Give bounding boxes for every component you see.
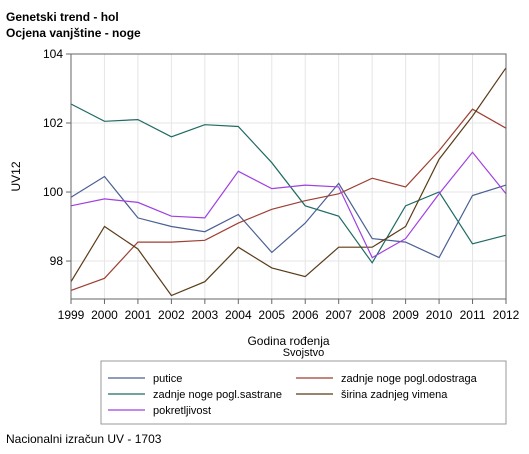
y-tick-label: 102	[43, 116, 63, 130]
legend-box	[100, 360, 507, 425]
x-tick-label: 2008	[359, 308, 386, 322]
series-line-5	[70, 151, 507, 259]
x-tick-label: 2001	[125, 308, 152, 322]
x-tick-label: 2010	[426, 308, 453, 322]
series-line-1	[70, 175, 507, 259]
x-tick-label: 2007	[325, 308, 352, 322]
gridlines	[70, 53, 507, 299]
legend-item: zadnje noge pogl.sastrane	[108, 389, 282, 401]
legend-label: širina zadnjeg vimena	[341, 389, 448, 401]
x-axis-label: Godina rođenja	[247, 334, 329, 348]
y-axis-label: UV12	[9, 161, 23, 191]
x-tick-label: 1999	[58, 308, 85, 322]
legend-item: pokretljivost	[108, 405, 211, 417]
plot-area-frame	[70, 53, 507, 300]
legend-label: pokretljivost	[153, 405, 211, 417]
x-tick-label: 2003	[191, 308, 218, 322]
series-line-4	[70, 67, 507, 297]
series-line-3	[70, 103, 507, 264]
footer-note: Nacionalni izračun UV - 1703	[6, 432, 162, 446]
legend-item: širina zadnjeg vimena	[296, 389, 448, 401]
x-tick-label: 2000	[91, 308, 118, 322]
y-axis-ticks: 98 100 102 104	[43, 47, 71, 268]
x-tick-label: 2004	[225, 308, 252, 322]
chart-title: Genetski trend - hol	[6, 10, 119, 24]
x-tick-label: 2012	[493, 308, 520, 322]
y-tick-label: 104	[43, 47, 63, 61]
legend-title: Svojstvo	[283, 347, 325, 359]
series-line-2	[70, 108, 507, 291]
legend: Svojstvo putice zadnje noge pogl.odostrag…	[100, 347, 507, 425]
chart-subtitle: Ocjena vanjštine - noge	[6, 26, 141, 40]
x-tick-label: 2009	[392, 308, 419, 322]
legend-label: zadnje noge pogl.odostraga	[341, 373, 478, 385]
legend-item: zadnje noge pogl.odostraga	[296, 373, 478, 385]
legend-item: putice	[108, 373, 182, 385]
y-tick-label: 98	[50, 254, 64, 268]
x-tick-label: 2002	[158, 308, 185, 322]
x-tick-label: 2005	[258, 308, 285, 322]
legend-label: zadnje noge pogl.sastrane	[153, 389, 282, 401]
x-axis-ticks: 1999 2000 2001 2002 2003 2004 2005 2006 2007 2008…	[58, 299, 520, 322]
x-tick-label: 2006	[292, 308, 319, 322]
y-tick-label: 100	[43, 185, 63, 199]
x-tick-label: 2011	[460, 308, 486, 322]
legend-label: putice	[153, 373, 182, 385]
series-lines	[70, 67, 507, 297]
